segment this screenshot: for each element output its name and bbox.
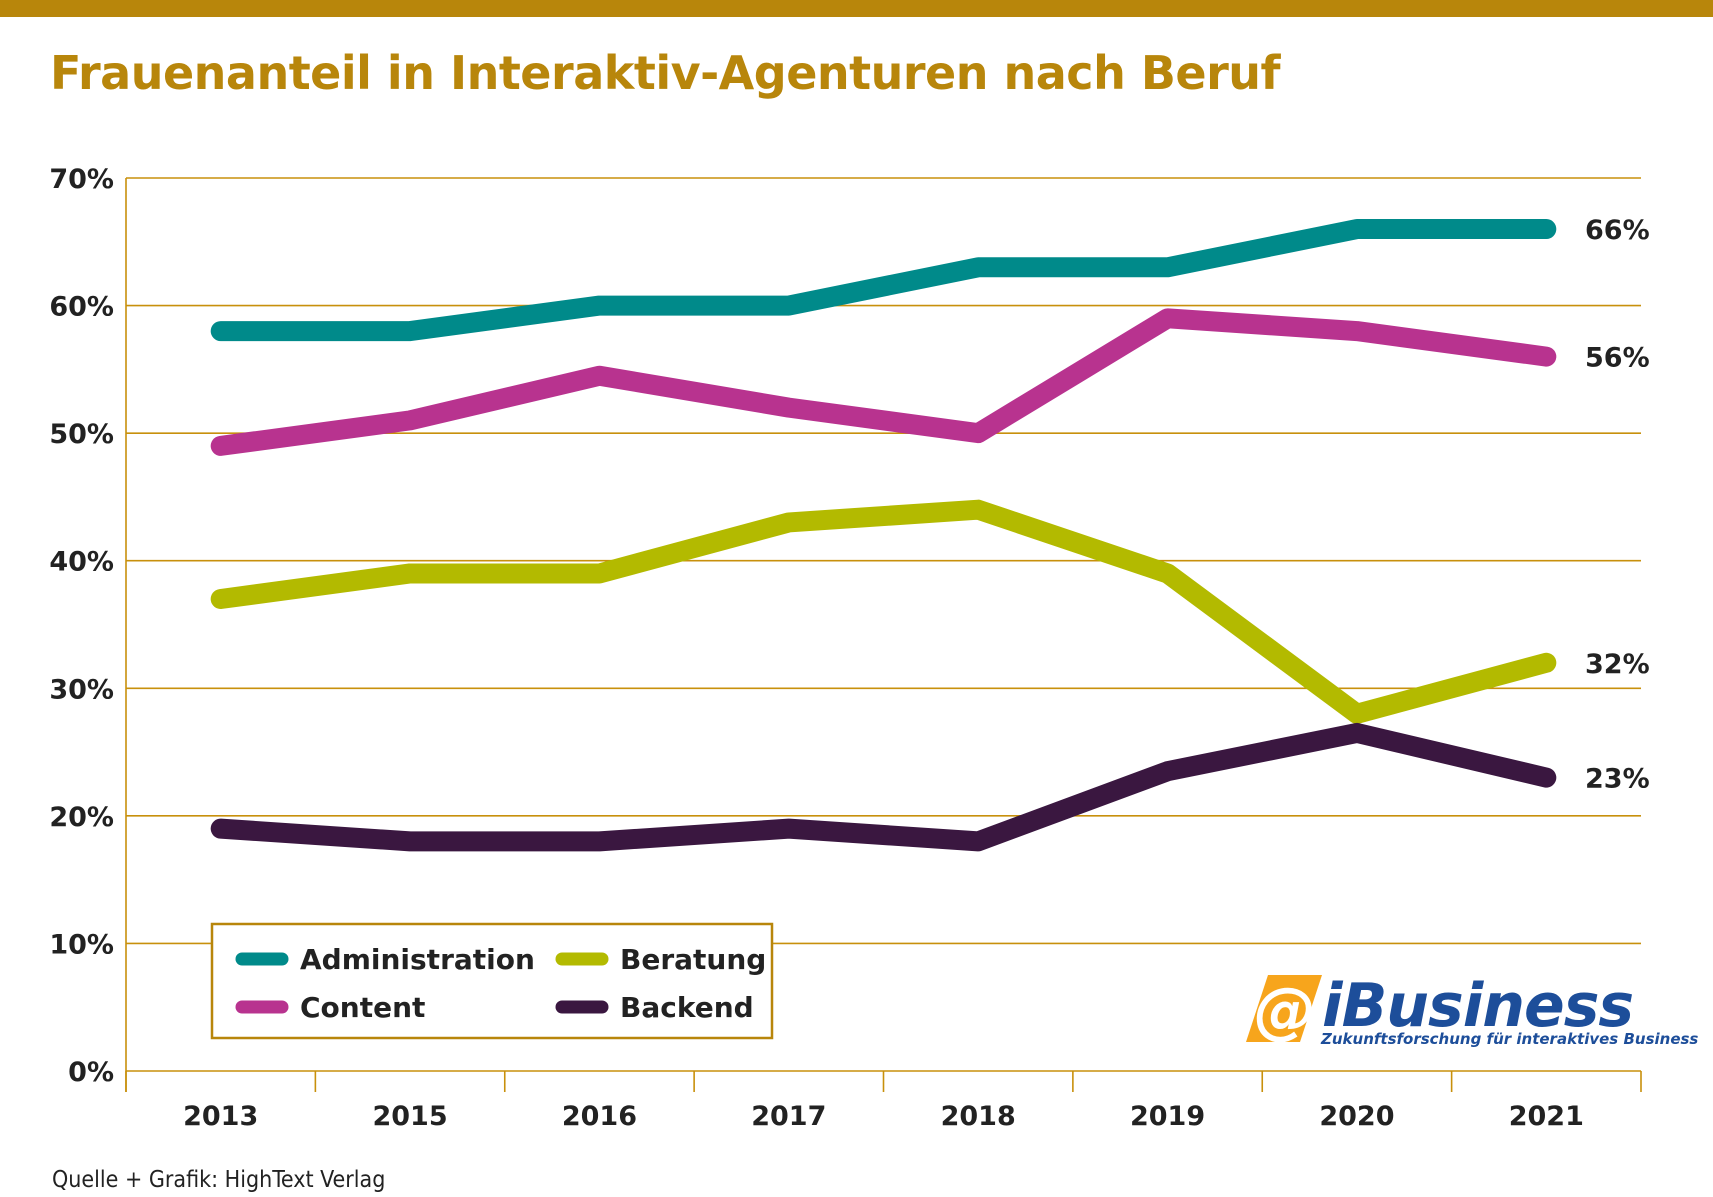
legend-box [210,922,774,1040]
ibusiness-logo: @ iBusiness Zukunftsforschung für intera… [1246,971,1698,1048]
end-label-content: 56% [1585,343,1650,374]
logo-at-icon: @ [1254,974,1316,1047]
legend-label-backend: Backend [620,991,754,1024]
legend-label-beratung: Beratung [620,943,766,976]
x-tick-label-2018: 2018 [941,1101,1016,1132]
legend-label-content: Content [300,991,425,1024]
series-line-administration [210,219,1557,342]
x-tick-label-2019: 2019 [1130,1101,1205,1132]
end-label-beratung: 32% [1585,649,1650,680]
x-tick-label-2013: 2013 [183,1101,258,1132]
series-lines [210,219,1557,852]
x-axis: 2013 2015 2016 2017 2018 2019 2020 2021 [125,1071,1642,1132]
y-axis-tick-labels: 0% 10% 20% 30% 40% 50% 60% 70% [49,164,114,1088]
logo-tagline: Zukunftsforschung für interaktives Busin… [1320,1030,1698,1048]
series-line-beratung [210,499,1557,724]
logo-name: iBusiness [1322,971,1633,1041]
y-tick-label: 30% [49,674,114,705]
legend: Administration Beratung Content Backend [210,922,774,1040]
y-tick-label: 60% [49,292,114,323]
y-tick-label: 40% [49,547,114,578]
y-tick-label: 10% [49,929,114,960]
x-tick-label-2021: 2021 [1509,1101,1584,1132]
y-tick-label: 50% [49,419,114,450]
x-tick-label-2015: 2015 [372,1101,447,1132]
end-label-backend: 23% [1585,764,1650,795]
series-line-backend [210,722,1557,852]
end-label-administration: 66% [1585,215,1650,246]
x-tick-label-2017: 2017 [751,1101,826,1132]
end-value-labels: 66% 56% 32% 23% [1585,215,1650,795]
y-tick-label: 20% [49,802,114,833]
series-line-content [210,308,1557,456]
y-tick-label: 70% [49,164,114,195]
y-tick-label: 0% [68,1057,114,1088]
top-accent-bar [0,0,1713,17]
chart-title: Frauenanteil in Interaktiv-Agenturen nac… [50,46,1281,100]
logo-accent-shape [1246,975,1322,1042]
x-tick-label-2020: 2020 [1319,1101,1394,1132]
source-note: Quelle + Grafik: HighText Verlag [52,1167,386,1193]
legend-label-administration: Administration [300,943,535,976]
x-tick-label-2016: 2016 [562,1101,637,1132]
